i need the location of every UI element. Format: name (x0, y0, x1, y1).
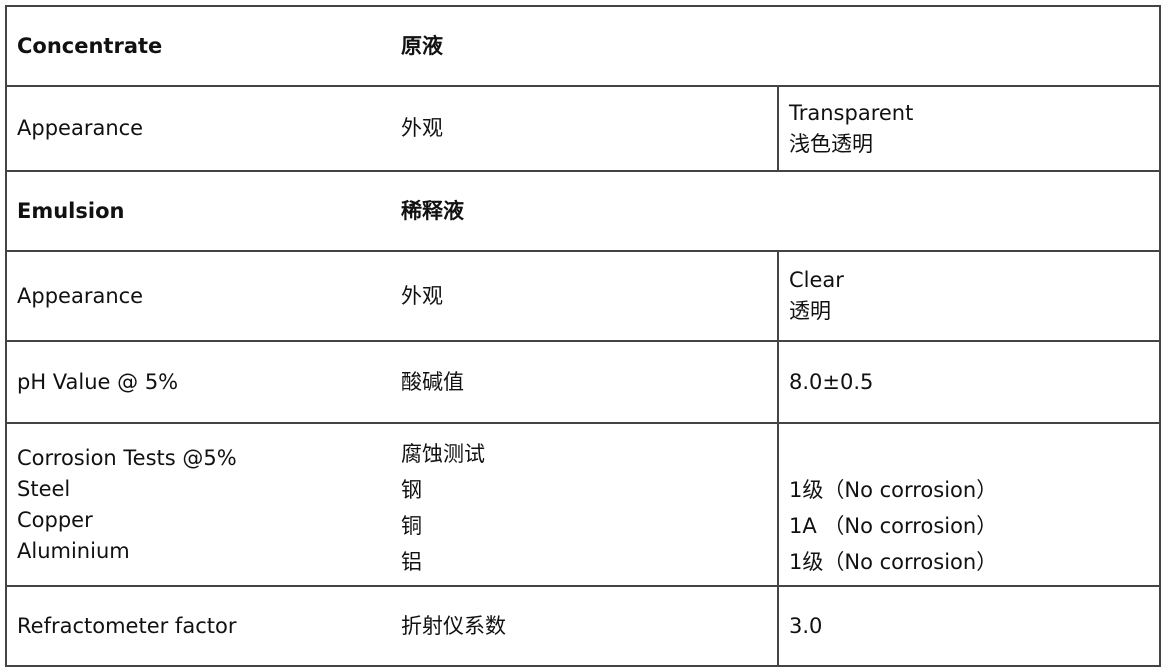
aluminium-value: 1级（No corrosion） (789, 550, 998, 574)
appearance-value: Clear 透明 (777, 252, 1159, 340)
corrosion-tests-label: Corrosion Tests @5% (17, 445, 237, 470)
properties-table: Concentrate 原液 Appearance 外观 Transparent… (5, 5, 1161, 667)
appearance-label-zh: 外观 (401, 283, 443, 308)
refractometer-value: 3.0 (777, 587, 1159, 665)
table-row: Refractometer factor 折射仪系数 3.0 (7, 587, 1159, 665)
ph-label: pH Value @ 5% (17, 369, 179, 394)
value-line: Clear (789, 268, 844, 292)
refractometer-label: Refractometer factor (17, 613, 237, 638)
copper-value: 1A （No corrosion） (789, 514, 998, 538)
copper-label: Copper (17, 507, 93, 532)
value-line: Transparent (789, 100, 914, 125)
table-row: Corrosion Tests @5% Steel Copper Alumini… (7, 424, 1159, 587)
value-line: 浅色透明 (789, 131, 873, 156)
table-row-emulsion-header: Emulsion 稀释液 (7, 172, 1159, 252)
corrosion-labels: Corrosion Tests @5% Steel Copper Alumini… (17, 424, 387, 585)
steel-value: 1级（No corrosion） (789, 478, 998, 502)
appearance-label: Appearance (17, 116, 144, 140)
table-row: pH Value @ 5% 酸碱值 8.0±0.5 (7, 342, 1159, 424)
table-row: Appearance 外观 Transparent 浅色透明 (7, 87, 1159, 172)
appearance-label-zh: 外观 (401, 116, 443, 140)
concentrate-label: Concentrate (17, 33, 163, 58)
corrosion-tests-label-zh: 腐蚀测试 (401, 442, 485, 466)
concentrate-label-zh: 原液 (401, 33, 443, 58)
copper-label-zh: 铜 (401, 514, 422, 538)
refractometer-label-zh: 折射仪系数 (401, 613, 506, 638)
corrosion-values: 1级（No corrosion） 1A （No corrosion） 1级（No… (777, 424, 1159, 585)
table-row: Appearance 外观 Clear 透明 (7, 252, 1159, 342)
appearance-label: Appearance (17, 283, 144, 308)
value-line: 透明 (789, 299, 831, 323)
emulsion-label-zh: 稀释液 (401, 198, 464, 223)
emulsion-label: Emulsion (17, 198, 125, 223)
ph-label-zh: 酸碱值 (401, 369, 464, 394)
steel-label: Steel (17, 476, 71, 501)
corrosion-labels-zh: 腐蚀测试 钢 铜 铝 (401, 424, 771, 585)
table-row-concentrate-header: Concentrate 原液 (7, 7, 1159, 87)
aluminium-label-zh: 铝 (401, 550, 422, 574)
appearance-value: Transparent 浅色透明 (777, 87, 1159, 170)
aluminium-label: Aluminium (17, 538, 130, 563)
steel-label-zh: 钢 (401, 478, 422, 502)
ph-value: 8.0±0.5 (777, 342, 1159, 422)
